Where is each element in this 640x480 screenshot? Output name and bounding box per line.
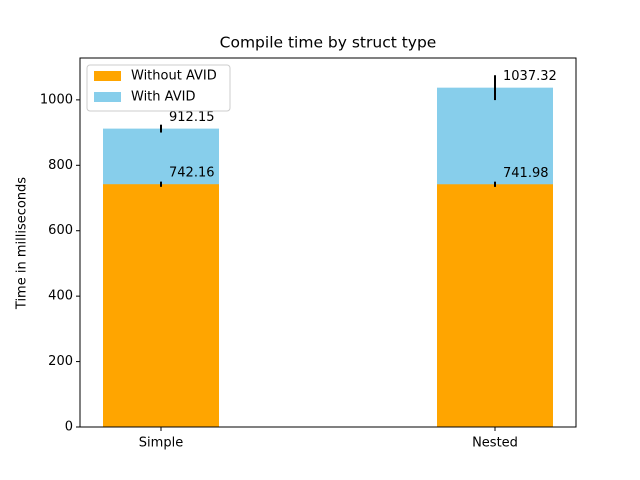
bar (103, 184, 219, 427)
legend-swatch (94, 92, 121, 102)
y-tick-label: 0 (65, 420, 73, 435)
y-tick-label: 1000 (40, 92, 73, 107)
x-tick-label: Simple (139, 436, 183, 451)
value-label: 742.16 (169, 166, 215, 181)
y-tick-label: 200 (48, 354, 73, 369)
value-label: 1037.32 (503, 69, 557, 84)
y-tick-label: 600 (48, 223, 73, 238)
legend-box (86, 64, 231, 112)
value-label: 741.98 (503, 166, 549, 181)
legend-label: With AVID (131, 90, 195, 105)
x-tick-label: Nested (472, 436, 518, 451)
legend-label: Without AVID (131, 69, 217, 84)
bar (437, 184, 553, 427)
value-label: 912.15 (169, 110, 215, 125)
y-tick-label: 800 (48, 158, 73, 173)
legend-swatch (94, 71, 121, 81)
plot-frame (79, 57, 577, 428)
y-axis-label: Time in milliseconds (15, 177, 30, 310)
chart-title: Compile time by struct type (220, 34, 437, 52)
y-tick-label: 400 (48, 289, 73, 304)
